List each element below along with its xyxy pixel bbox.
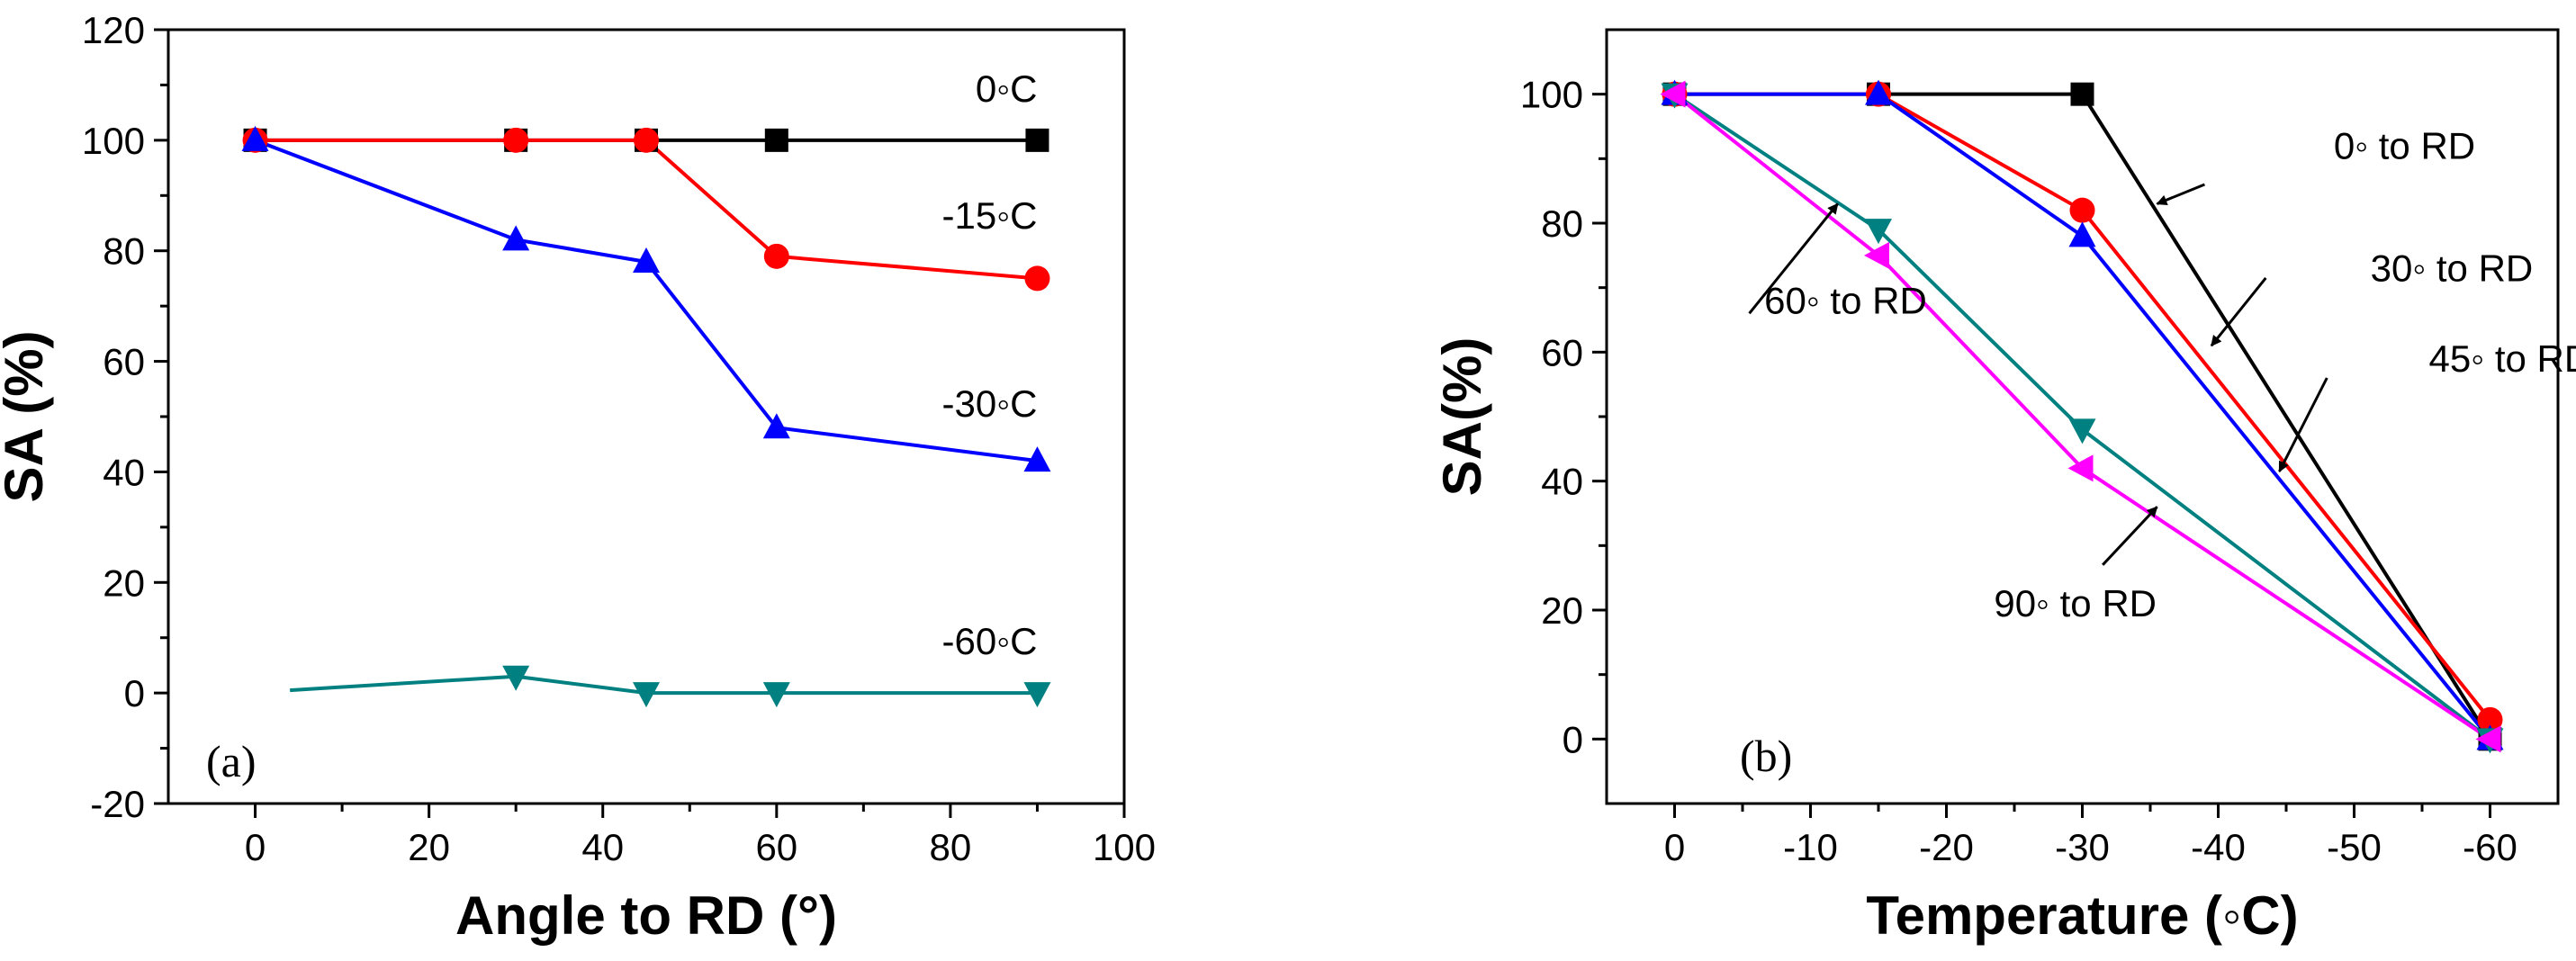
series-4-point xyxy=(2475,725,2501,753)
annotation-label-1: 30◦ to RD xyxy=(2371,247,2534,290)
y-tick-label: 100 xyxy=(82,120,145,162)
x-tick-label: 0 xyxy=(245,826,266,868)
annotation-arrow-4 xyxy=(2102,506,2158,566)
series-line-2 xyxy=(254,138,1038,463)
series-3-point xyxy=(1865,219,1892,245)
annotation-label-4: 90◦ to RD xyxy=(1994,582,2157,624)
y-tick-label: 60 xyxy=(103,341,145,383)
y-tick-label: 0 xyxy=(124,672,145,714)
series-4-point xyxy=(2067,454,2094,482)
annotation-label-2: 45◦ to RD xyxy=(2429,337,2576,380)
x-tick-label: 80 xyxy=(930,826,972,868)
y-axis-title-a: SA (%) xyxy=(0,330,54,502)
x-tick-label: 100 xyxy=(1093,826,1156,868)
y-tick-label: 40 xyxy=(1541,461,1583,503)
annotation-arrow-0 xyxy=(2156,183,2205,205)
x-tick-label: 60 xyxy=(755,826,797,868)
series-line-3 xyxy=(290,674,1038,696)
y-tick-label: 40 xyxy=(103,451,145,493)
series-line-4 xyxy=(1673,93,2491,741)
plot-frame-a xyxy=(167,28,1126,805)
series-4-point xyxy=(1864,241,1889,269)
annotation-label-3: 60◦ to RD xyxy=(1764,279,1927,321)
x-axis-title-b: Temperature (◦C) xyxy=(1866,885,2298,946)
y-tick-label: 120 xyxy=(82,9,145,51)
series-0-point xyxy=(764,128,788,152)
series-label-3: -60◦C xyxy=(942,620,1038,662)
x-tick-label: -30 xyxy=(2055,826,2110,868)
series-2-point xyxy=(1865,79,1892,105)
series-3-point xyxy=(633,682,660,708)
y-tick-label: 80 xyxy=(1541,202,1583,245)
y-tick-label: 0 xyxy=(1563,718,1583,760)
series-3-point xyxy=(762,682,790,708)
y-tick-label: 100 xyxy=(1520,74,1583,116)
y-axis-title-b: SA(%) xyxy=(1432,337,1492,497)
x-tick-label: -10 xyxy=(1783,826,1838,868)
series-1-point xyxy=(1024,265,1050,292)
x-tick-label: -40 xyxy=(2191,826,2246,868)
series-2-point xyxy=(502,225,530,251)
series-2-point xyxy=(1023,446,1051,472)
series-2-point xyxy=(241,125,269,151)
series-label-2: -30◦C xyxy=(942,382,1038,425)
series-3-point xyxy=(2068,418,2096,445)
annotation-arrow-2 xyxy=(2278,377,2328,472)
x-tick-label: -20 xyxy=(1919,826,1974,868)
series-2-point xyxy=(762,413,790,439)
series-label-1: -15◦C xyxy=(942,194,1038,237)
series-line-1 xyxy=(1674,92,2492,722)
series-line-2 xyxy=(1674,92,2492,741)
series-1-point xyxy=(2477,706,2503,732)
series-0-point xyxy=(1025,128,1049,152)
annotation-label-0: 0◦ to RD xyxy=(2334,124,2475,166)
y-tick-label: 80 xyxy=(103,230,145,273)
x-tick-label: 0 xyxy=(1664,826,1685,868)
y-tick-label: 60 xyxy=(1541,331,1583,373)
series-1-point xyxy=(763,243,789,269)
x-tick-label: 40 xyxy=(581,826,624,868)
series-1-point xyxy=(2069,197,2095,223)
panel-label-b: (b) xyxy=(1740,731,1792,781)
annotation-arrow-3 xyxy=(1748,202,1839,315)
x-tick-label: -50 xyxy=(2327,826,2382,868)
series-3-point xyxy=(502,665,530,691)
chart-panel-b: 0 -10 -20 -30 -40 -50 -60 0 20 40 60 80 100 0◦ to RD… xyxy=(1432,28,2576,946)
series-3-point xyxy=(1023,682,1051,708)
annotation-arrow-1 xyxy=(2210,276,2267,347)
series-2-point xyxy=(2068,221,2096,247)
x-tick-label: 20 xyxy=(408,826,450,868)
series-1-point xyxy=(503,127,529,153)
plot-frame-b xyxy=(1605,28,2560,805)
y-tick-label: 20 xyxy=(103,561,145,604)
chart-panel-a: 0 20 40 60 80 100 -20 0 20 40 60 80 100 120 0◦C -15◦C -… xyxy=(0,9,1156,946)
series-0-point xyxy=(2070,82,2094,106)
x-axis-title-a: Angle to RD (°) xyxy=(455,885,837,946)
x-tick-label: -60 xyxy=(2463,826,2517,868)
series-label-0: 0◦C xyxy=(976,67,1038,110)
series-4-point xyxy=(1660,80,1686,108)
series-2-point xyxy=(633,247,660,273)
series-line-3 xyxy=(1673,93,2491,741)
series-1-point xyxy=(634,127,659,153)
y-tick-label: -20 xyxy=(90,783,145,825)
panel-label-a: (a) xyxy=(206,736,257,786)
y-tick-label: 20 xyxy=(1541,589,1583,632)
